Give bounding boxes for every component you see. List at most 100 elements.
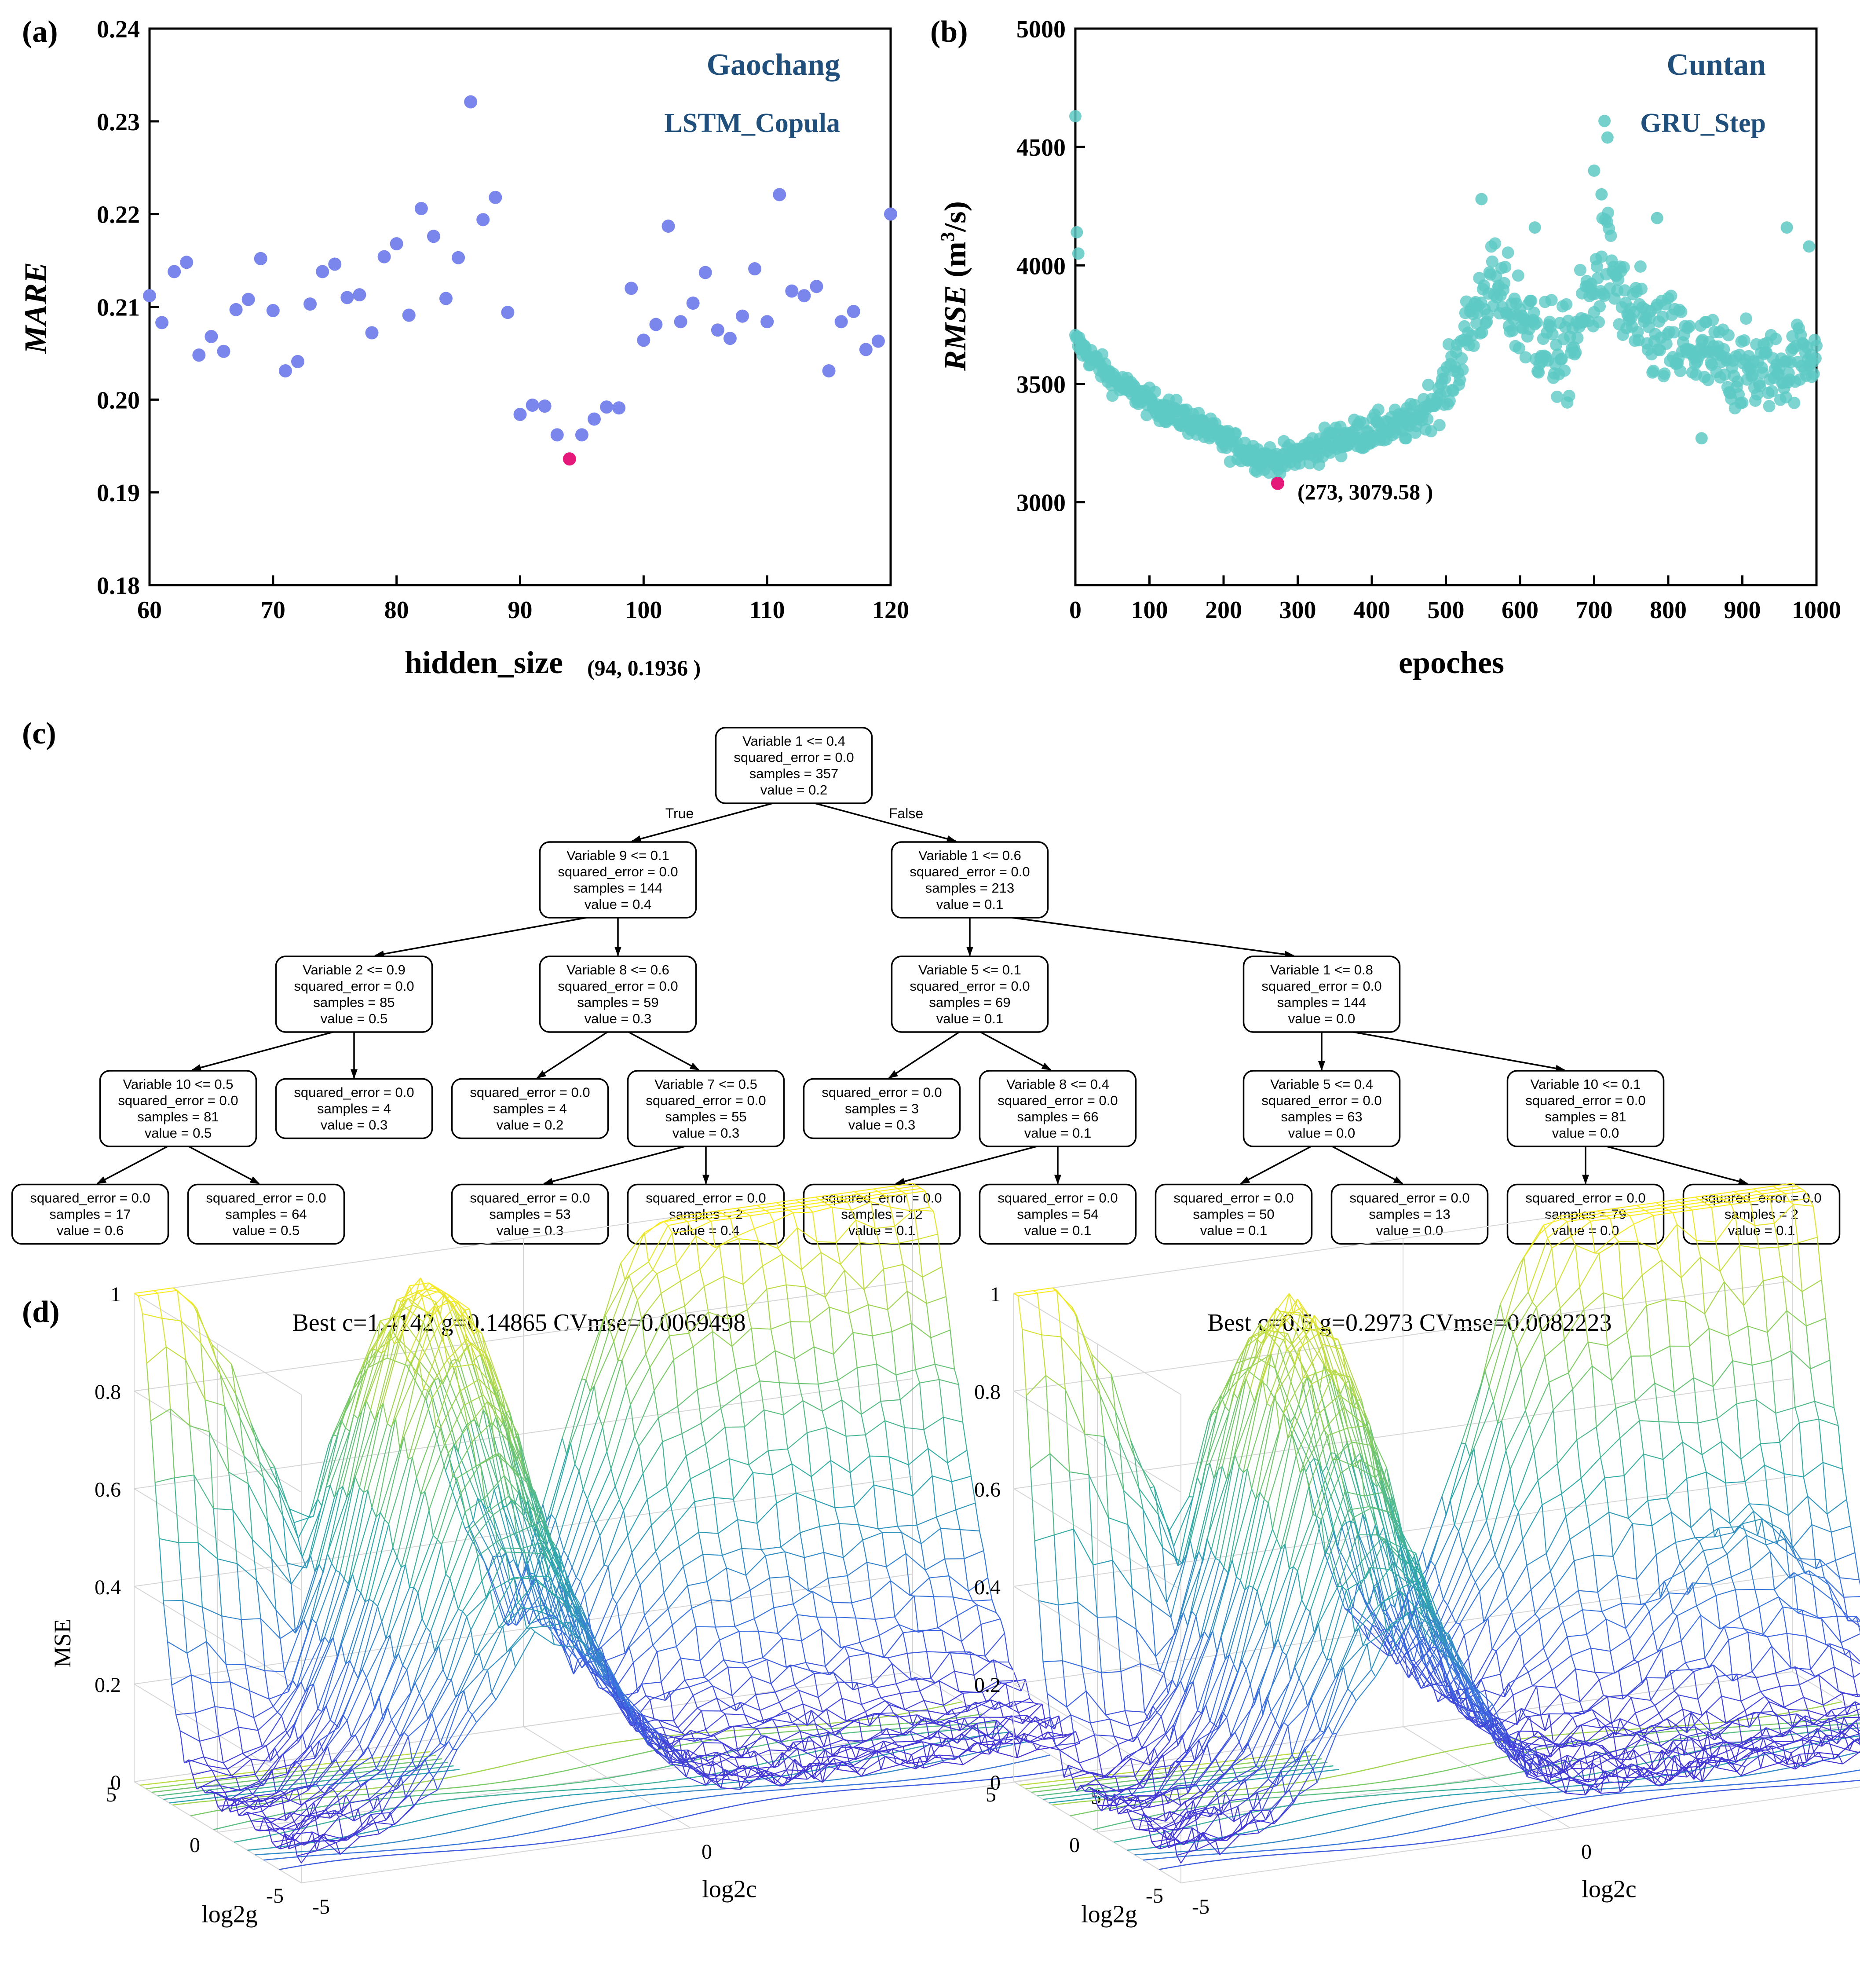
mesh-line [471,1714,477,1723]
mesh-line [1778,1242,1798,1248]
mesh-line [375,1822,395,1825]
mesh-line [474,1420,495,1490]
mesh-line [643,1727,663,1732]
mesh-line [459,1653,480,1694]
mesh-line [673,1721,679,1728]
mesh-line [427,1312,432,1314]
mesh-line [231,1364,252,1423]
mesh-line [568,1607,573,1610]
mesh-line [1679,1199,1699,1203]
mesh-line [541,1509,547,1531]
z-tick-label: 1 [110,1283,121,1306]
mesh-line [935,1680,939,1684]
mesh-line [731,1346,737,1369]
data-point [748,262,762,276]
mesh-line [1180,1638,1201,1681]
mesh-line [955,1502,976,1511]
mesh-line [835,1506,855,1508]
mesh-line [468,1401,488,1427]
tree-node-text: Variable 1 <= 0.8 [1270,962,1373,978]
mesh-line [636,1574,641,1585]
mesh-line [227,1768,232,1776]
tree-edge [815,802,957,842]
mesh-line [734,1228,755,1237]
mesh-line [654,1359,674,1391]
mesh-line [363,1746,369,1754]
mesh-line [1226,1378,1247,1480]
mesh-line [453,1594,459,1609]
mesh-line [256,1580,277,1611]
mesh-line [975,1702,980,1717]
mesh-line [816,1241,822,1253]
mesh-line [244,1787,248,1790]
mesh-line [563,1489,584,1551]
mesh-line [1033,1287,1053,1291]
mesh-line [1592,1366,1612,1381]
x-tick-label: 300 [1279,597,1316,624]
mesh-line [269,1801,289,1807]
mesh-line [906,1731,910,1735]
mesh-line [478,1428,499,1486]
mesh-line [307,1746,328,1790]
mesh-line [641,1681,661,1685]
mesh-line [899,1238,918,1244]
mesh-line [1654,1383,1674,1393]
mesh-line [561,1621,566,1628]
mesh-line [468,1710,473,1715]
mesh-line [576,1577,581,1582]
mesh-line [565,1571,570,1593]
mesh-line [457,1302,463,1314]
data-point [871,334,885,348]
mesh-line [346,1489,352,1498]
mesh-line [1617,1205,1637,1209]
mesh-line [574,1385,595,1464]
mesh-line [665,1305,685,1315]
mesh-line [982,1682,1002,1693]
mesh-line [694,1501,699,1532]
x-tick-label: 80 [384,597,409,624]
data-point [1489,237,1502,250]
mesh-line [807,1764,827,1780]
mesh-line [921,1543,926,1571]
mesh-line [690,1730,695,1742]
mesh-line [274,1467,279,1490]
mesh-line [790,1665,795,1685]
mesh-line [256,1795,261,1802]
mesh-line [1739,1245,1759,1249]
mesh-line [255,1829,260,1831]
mesh-line [582,1427,603,1490]
mesh-line [181,1321,201,1344]
mesh-line [775,1350,795,1359]
mesh-line [727,1318,733,1347]
mesh-line [915,1757,921,1769]
mesh-line [758,1630,778,1634]
mesh-line [1586,1215,1606,1219]
mesh-line [624,1275,630,1281]
mesh-line [384,1519,389,1524]
mesh-line [990,1699,996,1710]
mesh-line [1779,1422,1800,1443]
mesh-line [376,1768,381,1772]
mesh-line [742,1765,748,1778]
mesh-line [365,1599,370,1603]
mesh-line [262,1811,267,1818]
mesh-line [253,1799,259,1810]
mesh-line [208,1765,228,1770]
mesh-line [960,1529,980,1532]
mesh-line [903,1741,923,1747]
mesh-line [526,1627,531,1629]
mesh-line [837,1682,843,1699]
mesh-line [1692,1207,1712,1211]
mesh-line [1487,1597,1508,1618]
mesh-line [868,1750,873,1754]
mesh-line [720,1710,726,1714]
mesh-line [563,1550,569,1558]
mesh-line [189,1426,195,1475]
mesh-line [661,1658,681,1683]
y-axis-label-b-unit-exp: 3 [937,232,958,242]
mesh-line [228,1472,248,1484]
mesh-line [940,1528,946,1559]
mesh-line [789,1736,809,1752]
mesh-line [672,1233,677,1264]
best-point [1271,476,1285,490]
